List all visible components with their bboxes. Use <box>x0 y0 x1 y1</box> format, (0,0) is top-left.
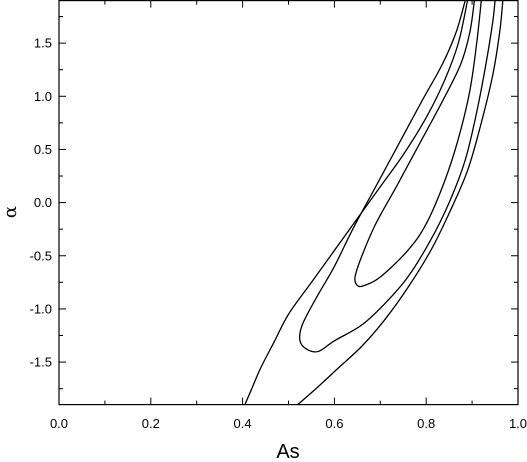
y-tick-label: 0.5 <box>34 142 52 157</box>
contour-line-1 <box>244 0 469 405</box>
x-tick-label: 0.2 <box>142 416 160 431</box>
contour-lines <box>244 0 504 406</box>
y-tick-label: -1.0 <box>30 301 52 316</box>
y-tick-label: 0.0 <box>34 195 52 210</box>
y-tick-label: 1.5 <box>34 36 52 51</box>
contour-line-2 <box>297 0 504 406</box>
y-tick-label: 1.0 <box>34 89 52 104</box>
y-axis-title: α <box>0 206 21 218</box>
y-tick-label: -1.5 <box>30 355 52 370</box>
x-tick-label: 1.0 <box>509 416 527 431</box>
y-tick-label: -0.5 <box>30 248 52 263</box>
x-axis-title: As <box>276 441 299 462</box>
x-tick-label: 0.8 <box>417 416 435 431</box>
contour-line-4 <box>354 0 482 288</box>
contour-line-3 <box>298 0 496 353</box>
x-tick-labels: 0.0 0.2 0.4 0.6 0.8 1.0 <box>50 416 527 431</box>
y-tick-labels: -1.5 -1.0 -0.5 0.0 0.5 1.0 1.5 <box>30 36 52 370</box>
x-tick-label: 0.4 <box>234 416 252 431</box>
x-tick-label: 0.0 <box>50 416 68 431</box>
axis-ticks <box>58 0 519 405</box>
x-tick-label: 0.6 <box>325 416 343 431</box>
